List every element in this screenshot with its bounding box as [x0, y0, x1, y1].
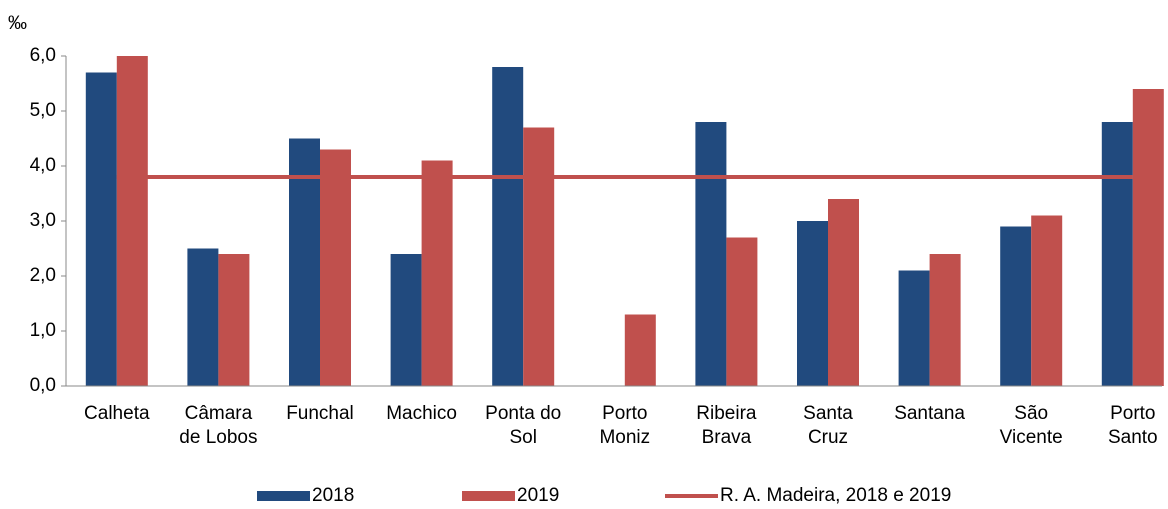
- y-tick-label: 3,0: [30, 210, 56, 231]
- y-tick-label: 6,0: [30, 45, 56, 66]
- legend-label: 2019: [517, 485, 559, 506]
- x-tick-label: Machico: [386, 403, 457, 424]
- bar: [390, 254, 422, 386]
- y-tick-label: 2,0: [30, 265, 56, 286]
- bar: [726, 237, 758, 386]
- bar: [289, 138, 320, 386]
- legend-swatch: [257, 491, 310, 501]
- bar: [116, 56, 148, 386]
- y-tick-label: 4,0: [30, 155, 56, 176]
- legend-label: R. A. Madeira, 2018 e 2019: [720, 485, 951, 506]
- x-tick-label: Calheta: [84, 403, 150, 424]
- x-tick-label: Santana: [894, 403, 965, 424]
- bar: [624, 314, 656, 386]
- bar: [898, 270, 930, 386]
- legend-label: 2018: [312, 485, 354, 506]
- y-tick-label: 5,0: [30, 100, 56, 121]
- y-tick-label: 0,0: [30, 375, 56, 396]
- x-tick-label: Porto Moniz: [599, 403, 650, 448]
- x-tick-label: Ribeira Brava: [696, 403, 757, 448]
- y-axis-label: ‰: [8, 13, 27, 34]
- x-tick-label: São Vicente: [1000, 403, 1063, 448]
- bar: [797, 221, 828, 386]
- bar: [421, 160, 453, 386]
- bar: [187, 248, 219, 386]
- x-tick-label: Funchal: [286, 403, 354, 424]
- legend-swatch: [462, 491, 515, 501]
- bar: [828, 199, 859, 386]
- bar: [492, 67, 524, 386]
- x-tick-label: Câmara de Lobos: [179, 403, 257, 448]
- x-tick-label: Santa Cruz: [803, 403, 853, 448]
- x-tick-label: Porto Santo: [1108, 403, 1158, 448]
- bar: [695, 122, 727, 386]
- bar: [1031, 215, 1063, 386]
- bar: [85, 72, 117, 386]
- bar: [320, 149, 351, 386]
- bar: [1132, 89, 1164, 386]
- bar: [1000, 226, 1032, 386]
- bar: [929, 254, 961, 386]
- x-tick-label: Ponta do Sol: [485, 403, 561, 448]
- bar: [1101, 122, 1133, 386]
- bar: [218, 254, 250, 386]
- bar: [523, 127, 555, 386]
- y-tick-label: 1,0: [30, 320, 56, 341]
